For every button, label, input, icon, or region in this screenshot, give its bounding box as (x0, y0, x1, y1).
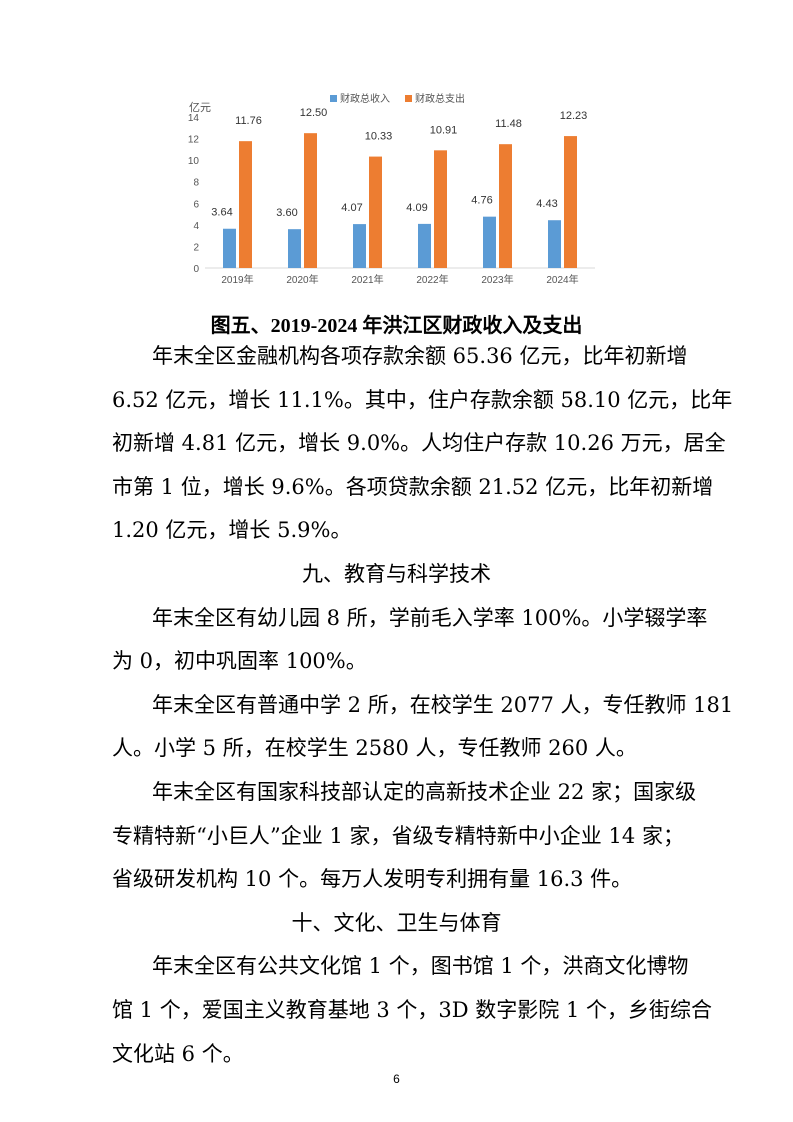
x-tick-label: 2021年 (351, 273, 383, 286)
data-label: 12.23 (560, 110, 588, 122)
data-label: 4.09 (406, 202, 427, 214)
bar-revenue (418, 223, 431, 268)
data-label: 11.76 (235, 115, 262, 127)
y-tick-label: 10 (188, 156, 200, 167)
y-axis-label: 亿元 (189, 101, 211, 114)
paragraph-line: 年末全区有国家科技部认定的高新技术企业 22 家；国家级 (152, 780, 697, 804)
y-tick-label: 8 (193, 178, 199, 189)
bar-revenue (353, 224, 366, 268)
bar-expenditure (239, 141, 252, 268)
bar-revenue (288, 229, 301, 268)
legend-swatch (330, 95, 337, 102)
paragraph-line: 省级研发机构 10 个。每万人发明专利拥有量 16.3 件。 (112, 867, 633, 892)
paragraph-line: 专精特新“小巨人”企业 1 家，省级专精特新中小企业 14 家； (112, 823, 684, 848)
data-label: 3.64 (211, 207, 232, 219)
paragraph-line: 年末全区有幼儿园 8 所，学前毛入学率 100%。小学辍学率 (152, 605, 708, 630)
paragraph-line: 年末全区有公共文化馆 1 个，图书馆 1 个，洪商文化博物 (152, 954, 689, 979)
paragraph-line: 年末全区有普通中学 2 所，在校学生 2077 人，专任教师 181 (152, 692, 734, 717)
paragraph-line: 1.20 亿元，增长 5.9%。 (112, 518, 352, 543)
data-label: 4.07 (341, 202, 362, 214)
paragraph-line: 6.52 亿元，增长 11.1%。其中，住户存款余额 58.10 亿元，比年 (112, 387, 733, 412)
x-tick-label: 2020年 (286, 273, 318, 286)
bar-expenditure (369, 156, 382, 268)
bar-revenue (548, 220, 561, 268)
y-tick-label: 12 (188, 135, 200, 146)
paragraph-line: 馆 1 个，爱国主义教育基地 3 个，3D 数字影院 1 个，乡街综合 (112, 998, 713, 1022)
paragraph-line: 年末全区金融机构各项存款余额 65.36 亿元，比年初新增 (152, 344, 688, 368)
x-tick-label: 2022年 (416, 273, 448, 286)
paragraph-line: 为 0，初中巩固率 100%。 (112, 649, 367, 674)
bar-revenue (483, 216, 496, 268)
legend-label: 财政总收入 (340, 92, 390, 105)
x-tick-label: 2023年 (481, 273, 513, 286)
x-tick-label: 2019年 (221, 273, 253, 286)
section-heading: 九、教育与科学技术 (302, 562, 491, 586)
data-label: 11.48 (495, 118, 522, 130)
bar-chart: 亿元 0 2 4 6 8 10 12 14 2019年 3.64 11.76 2020年 3.60 12.5… (188, 92, 595, 286)
bar-expenditure (434, 150, 447, 268)
paragraph-line: 市第 1 位，增长 9.6%。各项贷款余额 21.52 亿元，比年初新增 (112, 474, 714, 499)
bar-expenditure (564, 136, 577, 268)
paragraph-line: 初新增 4.81 亿元，增长 9.0%。人均住户存款 10.26 万元，居全 (112, 431, 726, 456)
y-tick-label: 14 (188, 113, 200, 124)
page-number: 6 (393, 1072, 400, 1086)
data-label: 10.33 (365, 131, 393, 143)
x-tick-label: 2024年 (546, 273, 578, 286)
figure-caption: 图五、2019-2024 年洪江区财政收入及支出 (210, 315, 583, 337)
y-tick-label: 4 (193, 221, 199, 232)
legend-swatch (405, 95, 412, 102)
section-heading: 十、文化、卫生与体育 (291, 910, 502, 935)
data-label: 4.76 (471, 195, 492, 207)
bar-expenditure (499, 144, 512, 268)
y-tick-label: 2 (193, 242, 199, 253)
paragraph-line: 人。小学 5 所，在校学生 2580 人，专任教师 260 人。 (112, 736, 637, 761)
legend-label: 财政总支出 (415, 92, 465, 105)
data-label: 12.50 (300, 107, 328, 119)
data-label: 3.60 (276, 207, 297, 219)
paragraph-line: 文化站 6 个。 (112, 1041, 244, 1066)
data-label: 10.91 (430, 124, 458, 136)
bar-revenue (223, 228, 236, 268)
y-tick-label: 6 (193, 199, 199, 210)
y-tick-label: 0 (193, 264, 199, 275)
bar-expenditure (304, 133, 317, 268)
data-label: 4.43 (536, 198, 557, 210)
